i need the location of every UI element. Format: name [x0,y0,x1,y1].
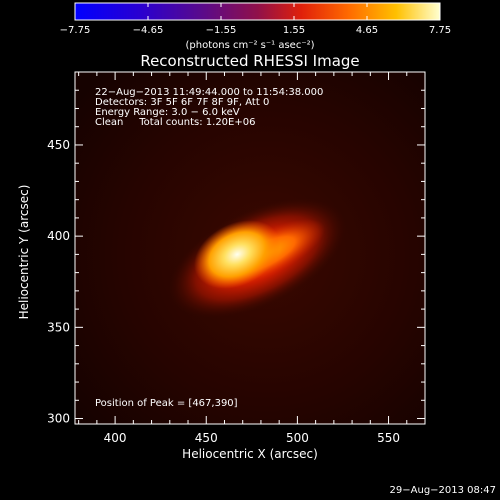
x-tick-label: 550 [377,431,400,445]
y-tick-label: 400 [47,229,70,243]
colorbar-tick-marks [74,3,441,20]
colorbar-gradient [74,2,441,21]
timestamp: 29−Aug−2013 08:47 [389,485,496,496]
y-axis-label: Heliocentric Y (arcsec) [17,184,31,320]
x-axis-label: Heliocentric X (arcsec) [182,447,318,461]
colorbar-unit-label: (photons cm⁻² s⁻¹ asec⁻²) [185,40,315,51]
flare-source [168,198,346,318]
annotation-line: 22−Aug−2013 11:49:44.000 to 11:54:38.000 [95,87,324,98]
colorbar [74,2,441,21]
y-tick-label: 350 [47,320,70,334]
colorbar-tick-label: −4.65 [132,25,164,36]
annotation-line: Energy Range: 3.0 − 6.0 keV [95,107,240,118]
colorbar-tick-label: 4.65 [355,25,379,36]
plot-frame [74,71,426,425]
annotation-block: 22−Aug−2013 11:49:44.000 to 11:54:38.000… [95,88,323,128]
x-tick-label: 400 [104,431,127,445]
x-tick-label: 500 [286,431,309,445]
y-tick-label: 300 [47,412,70,426]
y-tick-label: 450 [47,138,70,152]
peak-position-label: Position of Peak = [467,390] [95,398,238,409]
x-tick-label: 450 [195,431,218,445]
chart-title: Reconstructed RHESSI Image [140,52,360,70]
colorbar-tick-label: 7.75 [428,25,452,36]
colorbar-tick-label: −7.75 [59,25,91,36]
annotation-line: Clean Total counts: 1.20E+06 [95,117,256,128]
source-core [194,220,281,289]
axes: 400 450 500 550 300 350 400 450 [47,71,426,445]
annotation-line: Detectors: 3F 5F 6F 7F 8F 9F, Att 0 [95,97,270,108]
colorbar-tick-label: −1.55 [205,25,237,36]
colorbar-tick-label: 1.55 [282,25,306,36]
